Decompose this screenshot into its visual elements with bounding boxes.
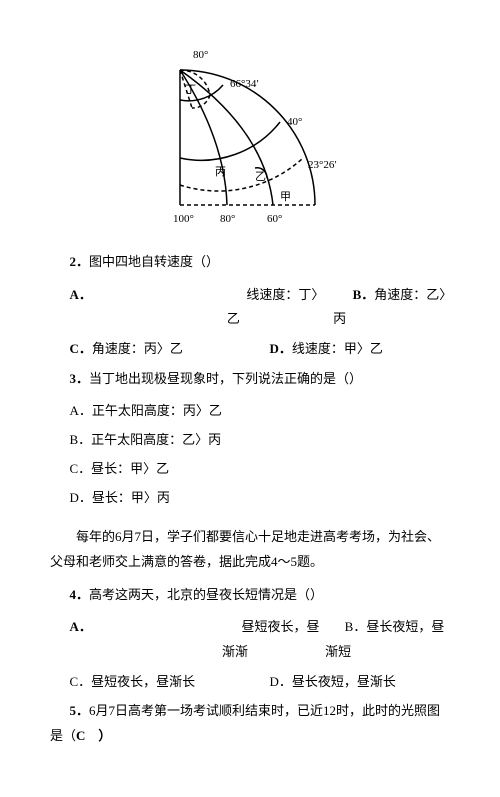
q2-row1: A． 线速度：丁〉乙 B．角速度：乙〉丙 — [50, 283, 450, 332]
label-arc1: 66°34′ — [230, 78, 259, 90]
q2-optD: D．线速度：甲〉乙 — [250, 337, 383, 362]
q4-optD: D．昼长夜短，昼渐长 — [250, 670, 396, 695]
label-yi: 乙 — [255, 170, 266, 183]
q2-optA-label: A． — [50, 283, 227, 332]
q2-optC: C．角速度：丙〉乙 — [50, 337, 250, 362]
q3-optA: A．正午太阳高度：丙〉乙 — [50, 399, 450, 424]
q2-optA-text: 线速度：丁〉乙 — [227, 283, 333, 332]
q5-answer: C — [76, 728, 85, 743]
label-arc3: 23°26′ — [308, 159, 337, 171]
q4-row2: C．昼短夜长，昼渐长 D．昼长夜短，昼渐长 — [50, 670, 450, 695]
q4-optA-label: A． — [50, 615, 222, 664]
q3-optD: D．昼长：甲〉丙 — [50, 486, 450, 511]
q2-row2: C．角速度：丙〉乙 D．线速度：甲〉乙 — [50, 337, 450, 362]
q2-text: 图中四地自转速度（） — [89, 254, 219, 269]
label-arc2: 40° — [287, 116, 302, 128]
label-jia: 甲 — [280, 191, 291, 203]
q5-stem: 5．6月7日高考第一场考试顺利结束时，已近12时，此时的光照图是（C ） — [50, 699, 450, 748]
q2-optB: B．角速度：乙〉丙 — [333, 283, 450, 332]
label-bing: 丙 — [215, 166, 226, 178]
q3-stem: 3．当丁地出现极昼现象时，下列说法正确的是（） — [50, 367, 450, 392]
label-bottom-left: 100° — [173, 213, 194, 225]
q5-text2: ） — [98, 728, 111, 743]
q2-number: 2． — [70, 254, 90, 269]
q3-number: 3． — [70, 371, 90, 386]
q5-number: 5． — [70, 703, 90, 718]
q4-stem: 4．高考这两天，北京的昼夜长短情况是（） — [50, 583, 450, 608]
q3-text: 当丁地出现极昼现象时，下列说法正确的是（） — [89, 371, 362, 386]
q4-optA-text: 昼短夜长，昼渐渐 — [222, 615, 325, 664]
label-bottom-mid: 80° — [220, 213, 235, 225]
q4-optC: C．昼短夜长，昼渐长 — [50, 670, 250, 695]
q2-stem: 2．图中四地自转速度（） — [50, 250, 450, 275]
q3-optC: C．昼长：甲〉乙 — [50, 457, 450, 482]
context-4-5: 每年的6月7日，学子们都要信心十足地走进高考考场，为社会、父母和老师交上满意的答… — [50, 525, 450, 574]
q4-text: 高考这两天，北京的昼夜长短情况是（） — [89, 587, 323, 602]
globe-diagram: 80° 66°34′ 40° 23°26′ 100° 80° 60° 丁 丙 乙… — [50, 40, 450, 225]
label-top: 80° — [193, 49, 208, 61]
label-bottom-right: 60° — [267, 213, 282, 225]
diagram-svg: 80° 66°34′ 40° 23°26′ 100° 80° 60° 丁 丙 乙… — [145, 40, 355, 225]
q4-optB: B．昼长夜短，昼渐短 — [325, 615, 450, 664]
q4-row1: A． 昼短夜长，昼渐渐 B．昼长夜短，昼渐短 — [50, 615, 450, 664]
label-ding: 丁 — [185, 84, 196, 96]
q4-number: 4． — [70, 587, 90, 602]
q3-optB: B．正午太阳高度：乙〉丙 — [50, 428, 450, 453]
